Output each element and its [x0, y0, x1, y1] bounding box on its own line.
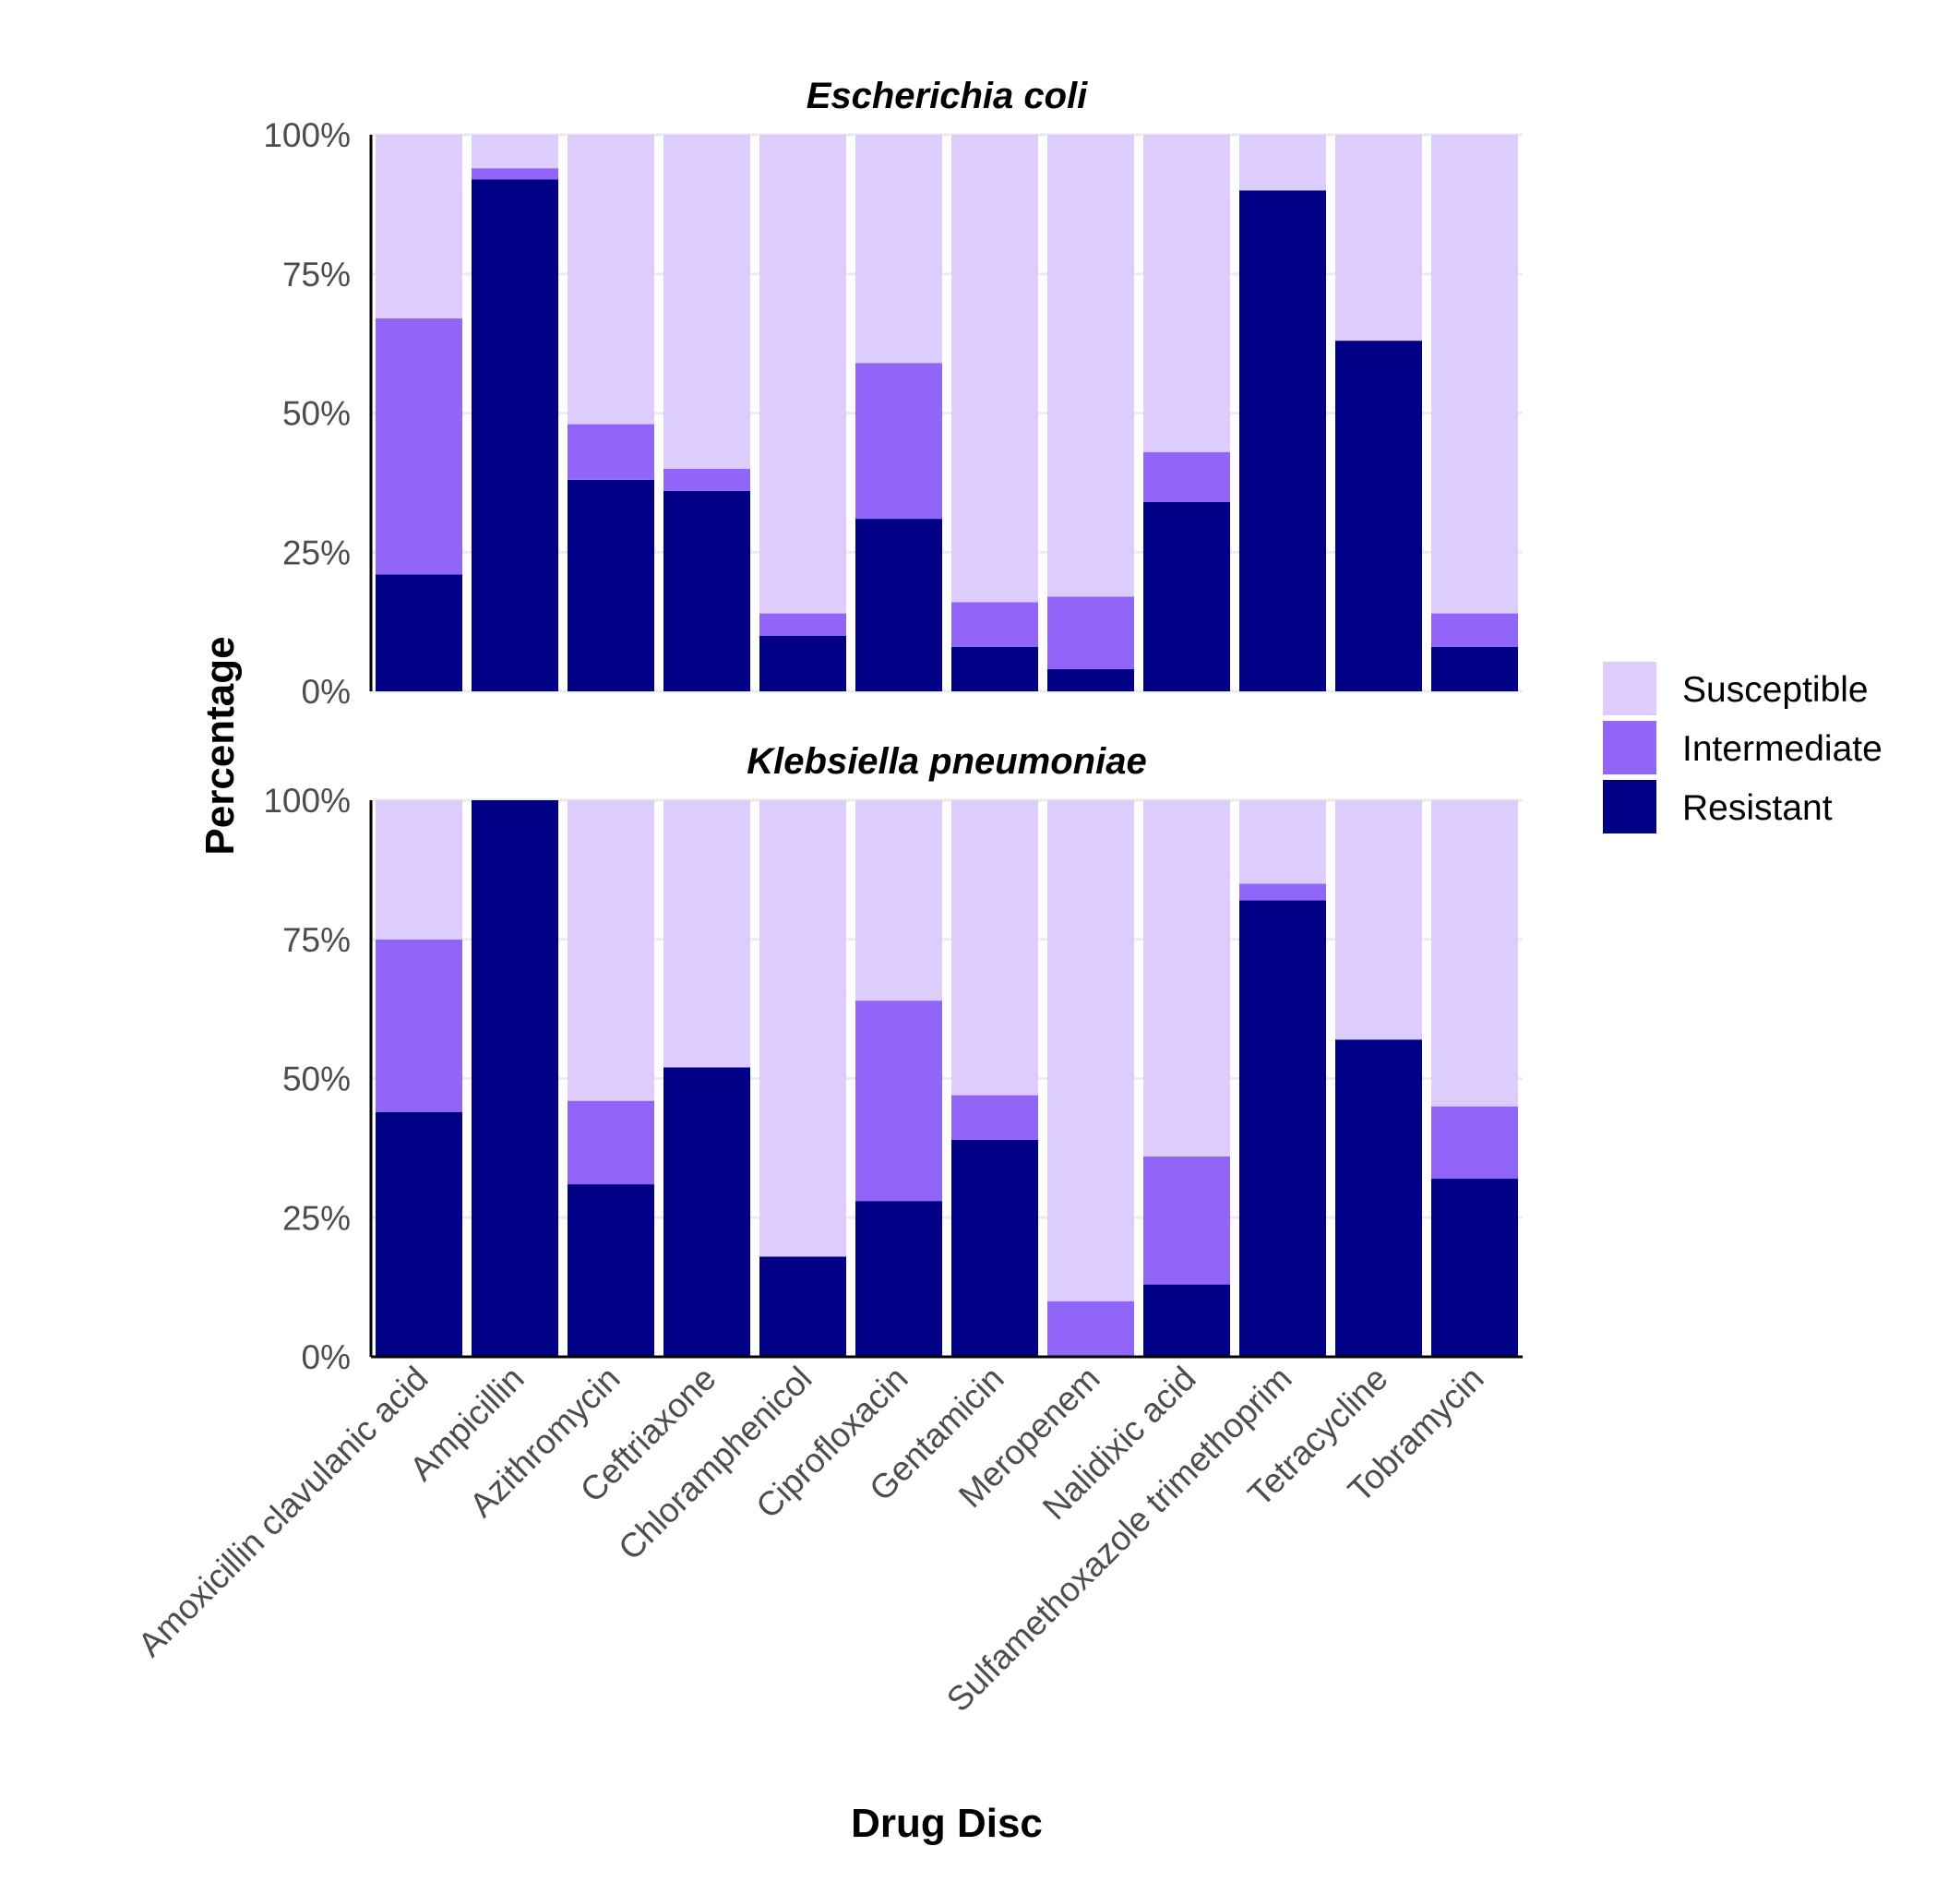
bar-resistant — [1431, 646, 1518, 691]
legend-key-resistant — [1603, 780, 1656, 833]
bar-susceptible — [1143, 135, 1230, 452]
bar-intermediate — [951, 1095, 1038, 1140]
bar-susceptible — [759, 800, 846, 1257]
panel-1: Escherichia coli 0% 25% 50% 75% 100% — [263, 76, 1523, 711]
bar-susceptible — [663, 135, 750, 469]
bar-intermediate — [376, 939, 462, 1112]
bar-intermediate — [759, 613, 846, 636]
panel-title: Escherichia coli — [807, 76, 1088, 116]
x-tick-label: Sulfamethoxazole trimethoprim — [939, 1360, 1299, 1720]
bar-resistant — [568, 479, 654, 691]
legend-label: Resistant — [1682, 788, 1833, 828]
y-tick-label: 25% — [282, 1199, 351, 1237]
legend-label: Susceptible — [1682, 670, 1869, 710]
legend-key-intermediate — [1603, 721, 1656, 774]
y-tick-label: 75% — [282, 921, 351, 959]
bar-intermediate — [472, 168, 558, 180]
bar-susceptible — [1239, 800, 1326, 884]
bar-resistant — [376, 1111, 462, 1357]
bar-susceptible — [951, 135, 1038, 603]
bar-resistant — [951, 646, 1038, 691]
bar-susceptible — [1143, 800, 1230, 1157]
bar-resistant — [951, 1139, 1038, 1357]
bar-resistant — [1143, 1284, 1230, 1357]
bar-intermediate — [568, 1100, 654, 1185]
x-axis-title: Drug Disc — [851, 1801, 1043, 1846]
bar-susceptible — [472, 135, 558, 169]
y-tick-label: 25% — [282, 533, 351, 571]
bar-intermediate — [1047, 596, 1134, 669]
bar-susceptible — [1335, 800, 1422, 1040]
bar-intermediate — [1431, 1106, 1518, 1180]
y-tick-label: 50% — [282, 395, 351, 433]
bar-resistant — [1431, 1179, 1518, 1357]
bar-susceptible — [376, 135, 462, 318]
bar-susceptible — [1431, 800, 1518, 1107]
bar-susceptible — [855, 135, 942, 364]
bar-intermediate — [568, 424, 654, 480]
panel-title: Klebsiella pneumoniae — [747, 741, 1146, 782]
bar-resistant — [472, 179, 558, 692]
chart-panels: Escherichia coli0%25%50%75%100%Klebsiell… — [131, 76, 1523, 1719]
bar-intermediate — [855, 1001, 942, 1202]
bar-susceptible — [951, 800, 1038, 1096]
x-tick-label: Amoxicillin clavulanic acid — [131, 1360, 436, 1664]
bar-resistant — [855, 1201, 942, 1357]
bar-resistant — [759, 635, 846, 691]
bar-resistant — [1239, 190, 1326, 692]
bar-intermediate — [1431, 613, 1518, 647]
bar-resistant — [1047, 668, 1134, 691]
bar-susceptible — [568, 135, 654, 425]
y-axis-title: Percentage — [197, 636, 243, 855]
bar-resistant — [759, 1256, 846, 1357]
bar-susceptible — [1047, 800, 1134, 1301]
bar-resistant — [376, 574, 462, 691]
bar-intermediate — [663, 468, 750, 491]
legend: Susceptible Intermediate Resistant — [1603, 662, 1882, 833]
bar-resistant — [1335, 1039, 1422, 1357]
bar-susceptible — [759, 135, 846, 614]
y-tick-label: 0% — [302, 673, 351, 711]
bar-susceptible — [855, 800, 942, 1001]
y-tick-label: 100% — [263, 116, 351, 154]
bar-intermediate — [1047, 1301, 1134, 1357]
bar-resistant — [663, 1067, 750, 1357]
bar-resistant — [1143, 501, 1230, 691]
bar-resistant — [1335, 341, 1422, 691]
bar-susceptible — [376, 800, 462, 940]
bar-resistant — [855, 519, 942, 691]
panel-2: Klebsiella pneumoniae 0% 25% 50% 75% 100% — [263, 741, 1523, 1376]
bar-susceptible — [568, 800, 654, 1101]
y-tick-label: 75% — [282, 256, 351, 294]
bar-susceptible — [1239, 135, 1326, 191]
bar-intermediate — [1239, 883, 1326, 901]
bar-susceptible — [663, 800, 750, 1068]
bar-resistant — [472, 800, 558, 1357]
y-tick-label: 100% — [263, 782, 351, 820]
legend-key-susceptible — [1603, 662, 1656, 715]
bar-susceptible — [1335, 135, 1422, 342]
bar-intermediate — [855, 363, 942, 520]
bar-intermediate — [1143, 1156, 1230, 1285]
y-tick-label: 0% — [302, 1338, 351, 1376]
bar-resistant — [568, 1184, 654, 1357]
bar-resistant — [663, 490, 750, 691]
bar-resistant — [1239, 900, 1326, 1357]
bar-intermediate — [951, 602, 1038, 647]
bar-intermediate — [376, 318, 462, 575]
legend-label: Intermediate — [1682, 729, 1882, 769]
bar-intermediate — [1143, 451, 1230, 502]
y-tick-label: 50% — [282, 1061, 351, 1098]
bar-susceptible — [1047, 135, 1134, 597]
bar-susceptible — [1431, 135, 1518, 614]
